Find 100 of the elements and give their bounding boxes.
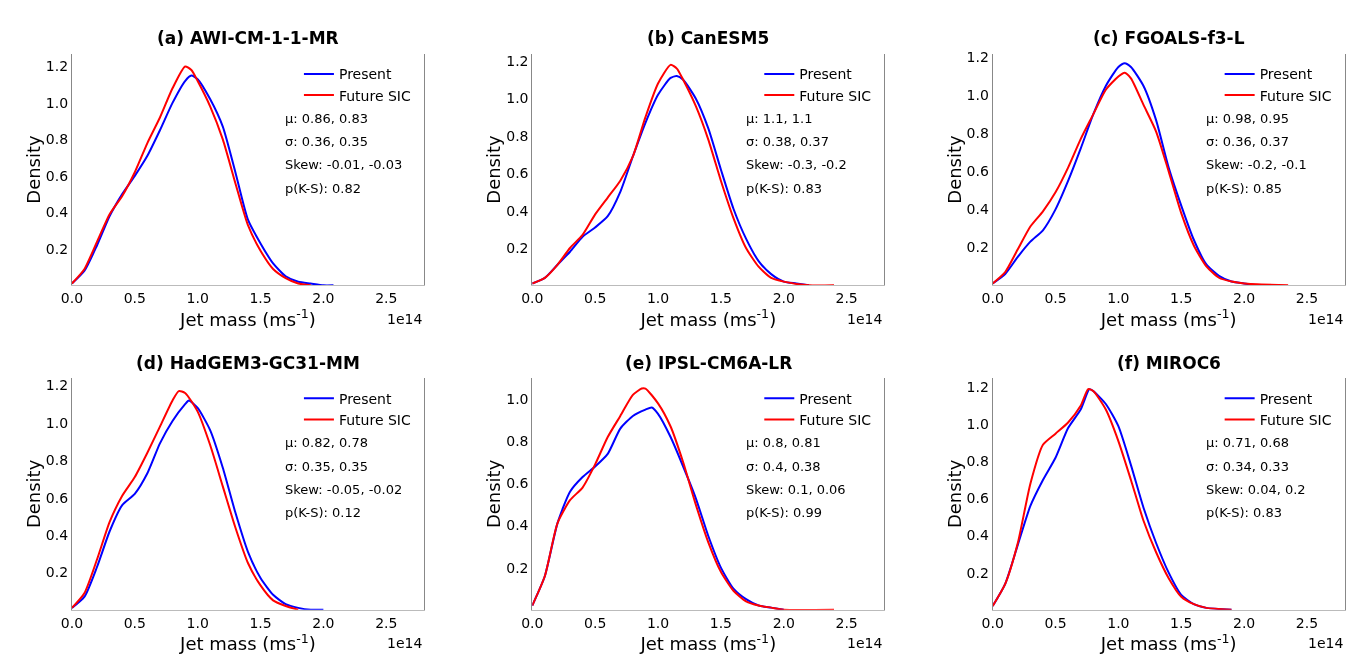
legend-label: Future SIC [338,87,411,104]
y-axis-title: Density [943,459,965,529]
x-tick-label: 0.5 [1044,290,1067,307]
y-tick-label: 0.4 [966,527,989,544]
y-tick-label: 0.6 [966,163,989,180]
y-tick-label: 0.6 [966,490,989,507]
legend-label: Future SIC [1259,411,1332,428]
annotation: Skew: -0.05, -0.02 [285,482,403,497]
y-tick-label: 0.2 [45,564,69,581]
y-tick-label: 0.2 [506,559,529,576]
legend-label: Present [1259,390,1313,407]
annotation: σ: 0.36, 0.37 [1206,134,1289,149]
y-tick-label: 1.2 [45,377,69,394]
y-tick-label: 0.6 [506,165,529,182]
annotation: σ: 0.36, 0.35 [285,134,368,149]
y-tick-label: 0.6 [506,475,529,492]
x-tick-label: 1.5 [709,614,733,631]
annotation: p(K-S): 0.83 [746,181,822,196]
x-axis-title: Jet mass (ms$^{-1}$) [179,306,316,330]
x-tick-label: 1.5 [709,290,733,307]
y-tick-label: 0.8 [45,452,69,469]
y-tick-label: 1.2 [506,53,529,70]
x-tick-label: 2.5 [835,614,858,631]
chart-title: (f) MIROC6 [1117,353,1221,373]
annotation: p(K-S): 0.99 [746,505,822,520]
y-tick-label: 1.0 [966,87,989,104]
x-axis-title: Jet mass (ms$^{-1}$) [639,630,777,655]
x-tick-label: 1.0 [1107,290,1130,307]
legend-label: Future SIC [799,87,872,104]
annotation: μ: 0.98, 0.95 [1206,111,1289,126]
annotation: σ: 0.38, 0.37 [746,134,829,149]
x-axis-title: Jet mass (ms$^{-1}$) [1099,630,1237,655]
y-tick-label: 0.8 [966,453,989,470]
y-tick-label: 1.0 [966,416,989,433]
y-tick-label: 0.2 [45,240,69,257]
annotation: p(K-S): 0.12 [285,505,361,520]
annotation: σ: 0.4, 0.38 [746,459,821,474]
x-tick-label: 1.5 [249,614,272,631]
y-axis-title: Density [483,459,505,529]
x-tick-label: 1.5 [1170,290,1193,307]
x-tick-label: 2.0 [1232,290,1256,307]
annotation: Skew: -0.2, -0.1 [1206,157,1307,172]
x-tick-label: 0.5 [123,290,146,307]
legend-label: Future SIC [799,411,872,428]
x-tick-label: 1.0 [186,614,209,631]
legend-label: Present [799,390,853,407]
y-tick-label: 0.6 [45,167,69,184]
x-tick-label: 2.0 [772,290,795,307]
chart-title: (e) IPSL-CM6A-LR [625,353,793,373]
y-axis-title: Density [23,134,45,204]
y-tick-label: 1.0 [506,90,529,107]
legend-label: Present [338,66,392,83]
y-tick-label: 0.2 [506,239,529,256]
x-tick-label: 0.5 [584,290,607,307]
legend-label: Present [799,66,853,83]
x-tick-label: 0.5 [123,614,146,631]
legend-label: Future SIC [1259,87,1332,104]
legend-label: Future SIC [338,411,411,428]
legend-label: Present [338,390,392,407]
x-tick-label: 0.0 [981,614,1004,631]
y-axis-title: Density [23,459,45,529]
y-tick-label: 1.2 [966,49,989,66]
x-tick-label: 0.0 [521,614,544,631]
y-tick-label: 0.2 [966,239,989,256]
x-tick-label: 1.5 [1170,614,1193,631]
x-tick-label: 2.5 [375,614,398,631]
annotation: Skew: 0.04, 0.2 [1206,482,1306,497]
x-tick-label: 0.0 [60,614,84,631]
text: 1e14 [387,635,423,651]
annotation: p(K-S): 0.83 [1206,505,1282,520]
x-tick-label: 1.0 [186,290,209,307]
x-axis-title: Jet mass (ms$^{-1}$) [639,306,777,330]
y-tick-label: 1.0 [45,414,69,431]
x-tick-label: 2.0 [1232,614,1256,631]
x-tick-label: 0.0 [981,290,1004,307]
y-tick-label: 0.6 [45,489,69,506]
y-tick-label: 0.2 [966,564,989,581]
text: 1e14 [1308,311,1344,327]
x-tick-label: 2.5 [375,290,398,307]
chart-title: (c) FGOALS-f3-L [1093,28,1245,48]
x-tick-label: 1.0 [646,614,670,631]
y-tick-label: 1.2 [45,58,69,75]
text: 1e14 [387,311,423,327]
x-tick-label: 0.5 [584,614,607,631]
y-tick-label: 1.0 [45,94,69,111]
annotation: μ: 0.82, 0.78 [285,435,368,450]
x-tick-label: 1.0 [1107,614,1130,631]
annotation: Skew: -0.3, -0.2 [746,157,847,172]
annotation: σ: 0.34, 0.33 [1206,459,1289,474]
x-axis-title: Jet mass (ms$^{-1}$) [179,630,316,655]
chart-title: (a) AWI-CM-1-1-MR [157,28,339,48]
annotation: μ: 0.86, 0.83 [285,111,368,126]
annotation: σ: 0.35, 0.35 [285,459,368,474]
annotation: Skew: 0.1, 0.06 [746,482,846,497]
chart-title: (b) CanESM5 [647,28,770,48]
y-tick-label: 0.8 [966,125,989,142]
y-tick-label: 0.4 [506,202,529,219]
x-tick-label: 2.5 [1295,614,1319,631]
x-tick-label: 0.5 [1044,614,1067,631]
x-tick-label: 2.0 [312,290,335,307]
